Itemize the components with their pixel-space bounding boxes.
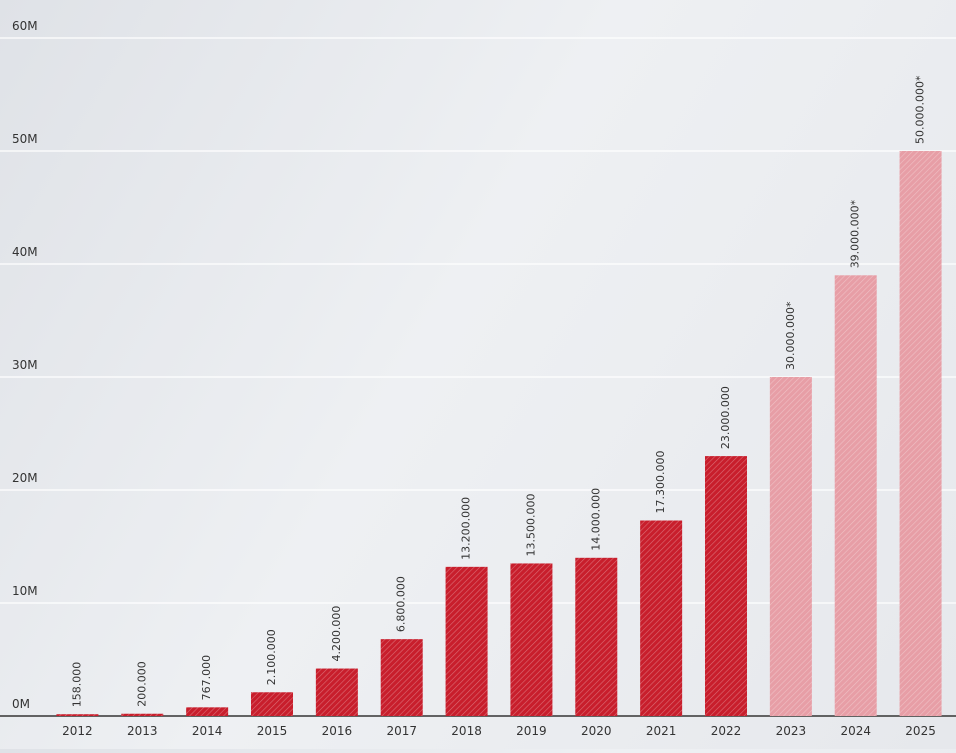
x-tick-label: 2020 [581,724,612,738]
y-tick-label: 30M [12,358,38,372]
x-tick-label: 2022 [711,724,742,738]
y-tick-label: 40M [12,245,38,259]
value-label: 158.000 [70,662,83,708]
value-label: 2.100.000 [265,629,278,685]
value-label: 50.000.000* [914,75,927,144]
value-label: 17.300.000 [654,451,667,514]
x-tick-label: 2023 [776,724,807,738]
y-tick-label: 10M [12,584,38,598]
bar [769,377,812,716]
bar [445,566,488,716]
x-tick-label: 2012 [62,724,93,738]
y-tick-label: 20M [12,471,38,485]
x-tick-label: 2017 [386,724,417,738]
x-tick-label: 2013 [127,724,158,738]
value-label: 13.500.000 [524,493,537,556]
bar [705,456,747,716]
x-tick-label: 2024 [840,724,871,738]
value-label: 23.000.000 [719,386,732,449]
value-label: 13.200.000 [460,497,473,560]
bar [251,692,293,716]
bar [315,668,358,716]
bar [834,275,877,716]
bar [380,639,423,716]
y-tick-label: 0M [12,697,30,711]
bar [899,151,942,716]
bar [640,520,683,716]
x-tick-label: 2025 [905,724,936,738]
value-label: 767.000 [200,655,213,701]
value-label: 39.000.000* [849,199,862,268]
x-tick-label: 2019 [516,724,547,738]
x-tick-label: 2014 [192,724,223,738]
bar [510,563,553,716]
value-label: 200.000 [135,661,148,707]
bar [575,557,618,716]
x-tick-label: 2018 [451,724,482,738]
value-label: 6.800.000 [395,576,408,632]
y-tick-label: 50M [12,132,38,146]
bar [121,713,164,716]
y-tick-label: 60M [12,19,38,33]
bar [56,714,99,716]
value-label: 4.200.000 [330,606,343,662]
bar [186,707,229,716]
x-tick-label: 2016 [322,724,353,738]
value-label: 14.000.000 [589,488,602,551]
x-tick-label: 2021 [646,724,677,738]
x-tick-label: 2015 [257,724,288,738]
value-label: 30.000.000* [784,301,797,370]
